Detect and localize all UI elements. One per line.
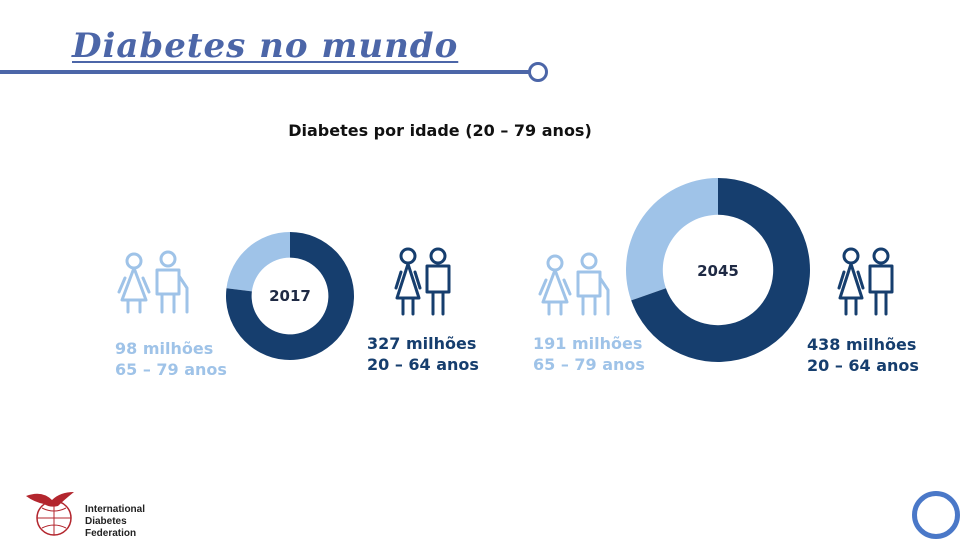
stat-age-range: 65 – 79 anos [115, 360, 227, 379]
elderly-couple-icon [538, 252, 610, 316]
donut-chart-2017: 2017 [226, 232, 354, 360]
donut-slice-age-65-79 [226, 232, 290, 292]
idf-logo-text: International Diabetes Federation [85, 504, 145, 540]
stat-value: 438 milhões [807, 335, 917, 354]
adult-couple-icon [394, 247, 451, 316]
stat-value: 191 milhões [533, 334, 643, 353]
stat-2017-20-64: 327 milhões 20 – 64 anos [367, 333, 479, 375]
logo-line: Diabetes [85, 516, 127, 527]
donut-chart-2045: 2045 [626, 178, 810, 362]
elderly-couple-icon [117, 250, 189, 314]
adult-couple-icon [837, 247, 894, 316]
stat-2045-20-64: 438 milhões 20 – 64 anos [807, 334, 919, 376]
corner-ring-icon [912, 491, 960, 539]
stat-age-range: 65 – 79 anos [533, 355, 645, 374]
stat-2045-65-79: 191 milhões 65 – 79 anos [533, 333, 645, 375]
logo-line: International [85, 504, 146, 515]
title-underline-bar [0, 70, 530, 74]
stat-2017-65-79: 98 milhões 65 – 79 anos [115, 338, 227, 380]
stat-value: 327 milhões [367, 334, 477, 353]
donut-center-label-2017: 2017 [269, 287, 311, 305]
donut-center-label-2045: 2045 [697, 262, 739, 280]
logo-line: Federation [85, 528, 137, 539]
stat-value: 98 milhões [115, 339, 214, 358]
title-ring-icon [528, 62, 548, 82]
donut-slice-age-20-64 [226, 232, 354, 360]
stat-age-range: 20 – 64 anos [807, 356, 919, 375]
idf-logo-icon [26, 492, 74, 536]
donut-slice-age-65-79 [626, 178, 718, 301]
stat-age-range: 20 – 64 anos [367, 355, 479, 374]
slide-title: Diabetes no mundo [72, 26, 459, 66]
chart-title: Diabetes por idade (20 – 79 anos) [288, 121, 592, 140]
donut-slice-age-20-64 [631, 178, 810, 362]
